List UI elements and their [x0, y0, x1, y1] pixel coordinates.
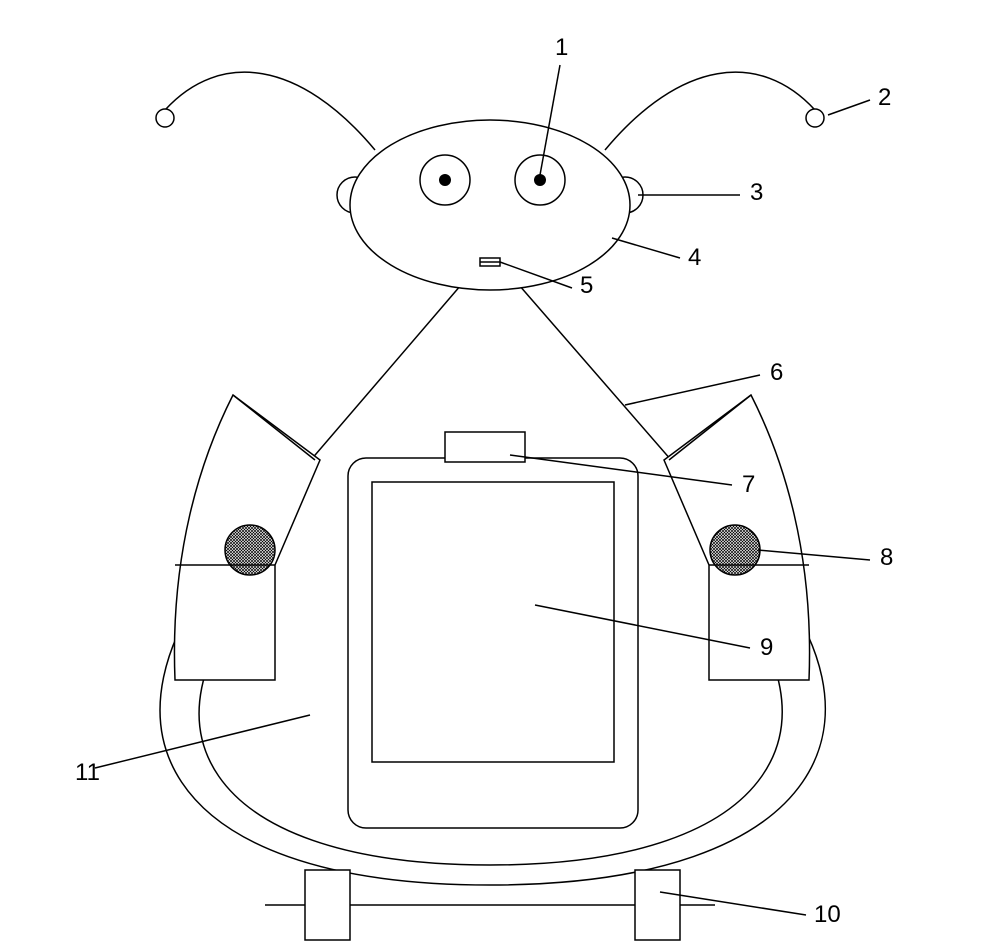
- pupil-left: [439, 174, 451, 186]
- leader-2: [828, 100, 870, 115]
- top-camera: [445, 432, 525, 462]
- antenna-left: [165, 72, 375, 150]
- label-9: 9: [760, 634, 773, 661]
- antenna-ball-right: [806, 109, 824, 127]
- leader-6: [625, 375, 760, 405]
- label-11: 11: [75, 759, 100, 786]
- speaker-left: [225, 525, 275, 575]
- label-2: 2: [878, 84, 891, 111]
- wheel-right: [635, 870, 680, 940]
- leader-4: [612, 238, 680, 258]
- label-8: 8: [880, 544, 893, 571]
- antenna-ball-left: [156, 109, 174, 127]
- label-6: 6: [770, 359, 783, 386]
- label-10: 10: [814, 901, 841, 928]
- tablet-frame: [348, 458, 638, 828]
- label-5: 5: [580, 272, 593, 299]
- antenna-right: [605, 72, 815, 150]
- wheel-left: [305, 870, 350, 940]
- label-3: 3: [750, 179, 763, 206]
- head: [350, 120, 630, 290]
- label-7: 7: [742, 471, 755, 498]
- label-4: 4: [688, 244, 701, 271]
- pupil-right: [534, 174, 546, 186]
- leader-10: [660, 892, 806, 915]
- leader-11: [95, 715, 310, 768]
- label-1: 1: [555, 34, 568, 61]
- speaker-right: [710, 525, 760, 575]
